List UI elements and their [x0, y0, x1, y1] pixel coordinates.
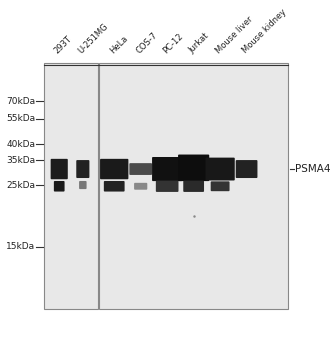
FancyBboxPatch shape — [104, 181, 125, 191]
Text: 55kDa: 55kDa — [6, 114, 36, 123]
Text: Mouse liver: Mouse liver — [214, 14, 254, 55]
Text: Jurkat: Jurkat — [187, 32, 211, 55]
Text: Mouse kidney: Mouse kidney — [240, 8, 288, 55]
FancyBboxPatch shape — [211, 181, 229, 191]
Text: 293T: 293T — [53, 34, 74, 55]
Text: U-251MG: U-251MG — [76, 21, 110, 55]
Bar — [99, 63, 288, 309]
Text: 15kDa: 15kDa — [6, 242, 36, 251]
Text: HeLa: HeLa — [108, 34, 129, 55]
FancyBboxPatch shape — [76, 160, 89, 178]
Text: 25kDa: 25kDa — [7, 181, 36, 190]
Text: COS-7: COS-7 — [134, 30, 159, 55]
Text: PSMA4: PSMA4 — [295, 164, 331, 174]
FancyBboxPatch shape — [134, 183, 147, 190]
Text: 70kDa: 70kDa — [6, 97, 36, 106]
FancyBboxPatch shape — [79, 181, 86, 189]
Bar — [44, 63, 98, 309]
Text: PC-12: PC-12 — [161, 32, 185, 55]
Text: 35kDa: 35kDa — [6, 156, 36, 165]
Text: 40kDa: 40kDa — [7, 140, 36, 149]
FancyBboxPatch shape — [152, 157, 182, 181]
FancyBboxPatch shape — [183, 181, 204, 192]
FancyBboxPatch shape — [205, 158, 235, 181]
FancyBboxPatch shape — [54, 181, 65, 191]
FancyBboxPatch shape — [236, 160, 258, 178]
FancyBboxPatch shape — [129, 163, 152, 175]
FancyBboxPatch shape — [51, 159, 68, 179]
FancyBboxPatch shape — [100, 159, 128, 179]
FancyBboxPatch shape — [156, 181, 179, 192]
FancyBboxPatch shape — [178, 155, 209, 181]
